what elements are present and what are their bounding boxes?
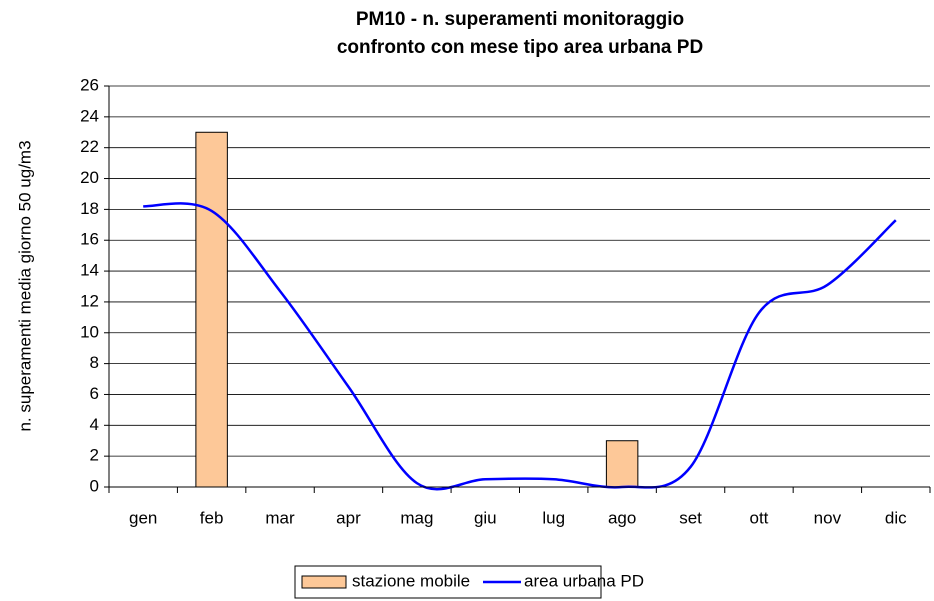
y-axis-label: n. superamenti media giorno 50 ug/m3 [15,140,34,431]
x-tick-label: set [679,508,702,527]
bar [195,131,228,488]
x-tick-label: mag [400,508,433,527]
y-tick-label: 22 [80,137,99,156]
chart-title: confronto con mese tipo area urbana PD [337,37,703,58]
x-tick-label: ago [608,508,636,527]
legend-swatch [301,575,347,589]
y-tick-label: 20 [80,168,99,187]
x-tick-label: giu [474,508,497,527]
x-tick-label: dic [885,508,907,527]
x-tick-label: lug [542,508,565,527]
y-tick-label: 12 [80,291,99,310]
y-tick-label: 6 [90,384,99,403]
y-tick-label: 0 [90,476,99,495]
x-tick-label: feb [200,508,224,527]
x-tick-label: nov [814,508,842,527]
y-tick-label: 24 [80,106,99,125]
x-tick-label: mar [265,508,295,527]
chart-title: PM10 - n. superamenti monitoraggio [356,9,684,30]
bar [605,440,639,488]
y-tick-label: 14 [80,261,99,280]
x-tick-label: apr [336,508,361,527]
line [143,202,897,491]
y-tick-label: 26 [80,75,99,94]
y-tick-label: 10 [80,322,99,341]
legend-label: stazione mobile [352,571,470,590]
y-tick-label: 8 [90,353,99,372]
y-tick-label: 4 [90,415,99,434]
y-tick-label: 2 [90,446,99,465]
x-tick-label: ott [750,508,769,527]
legend-label: area urbana PD [524,571,644,590]
y-tick-label: 16 [80,230,99,249]
x-tick-label: gen [129,508,157,527]
y-tick-label: 18 [80,199,99,218]
